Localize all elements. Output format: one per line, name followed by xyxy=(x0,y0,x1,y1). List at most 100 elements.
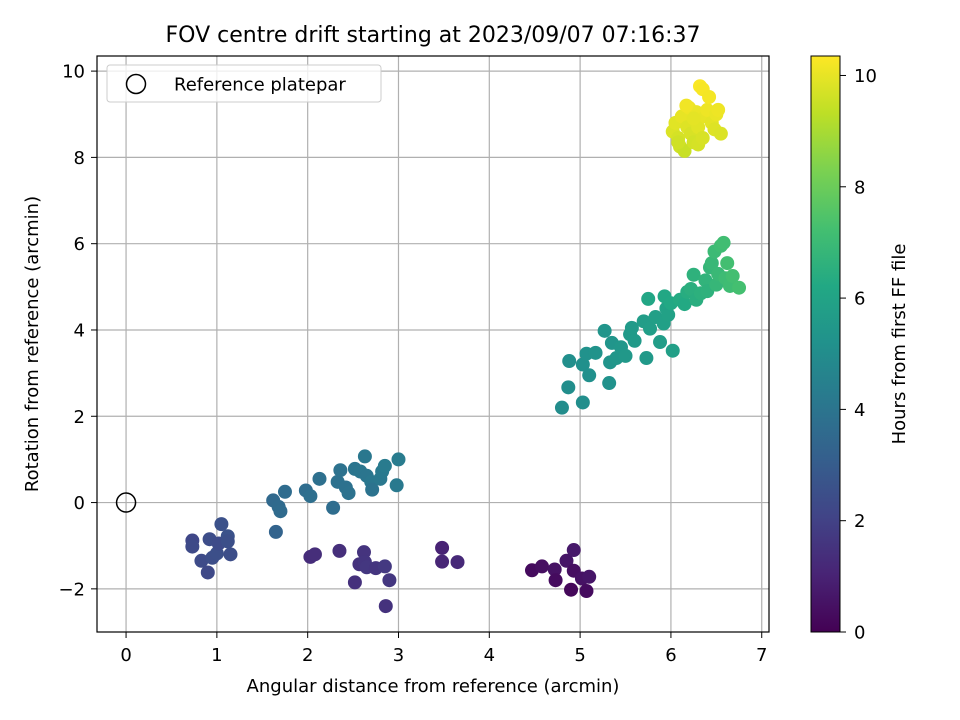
data-point xyxy=(341,486,356,501)
data-point xyxy=(559,553,574,568)
data-point xyxy=(548,573,563,588)
colorbar-ticks: 0 2 4 6 8 10 xyxy=(840,66,877,644)
data-point xyxy=(677,297,692,312)
plot-frame xyxy=(96,55,770,633)
data-point xyxy=(389,478,404,493)
data-point xyxy=(602,376,617,391)
data-point xyxy=(223,547,238,562)
data-point xyxy=(333,463,348,478)
data-point xyxy=(391,452,406,467)
data-point xyxy=(698,273,713,288)
data-point xyxy=(377,559,392,574)
colorbar-tick-label: 6 xyxy=(854,289,865,310)
data-point xyxy=(303,489,318,504)
data-point xyxy=(713,126,728,141)
data-point xyxy=(534,559,549,574)
data-point xyxy=(627,333,642,348)
data-point xyxy=(686,267,701,282)
data-point xyxy=(564,582,579,597)
y-tick-label: 0 xyxy=(74,493,85,514)
data-point xyxy=(382,573,397,588)
data-point xyxy=(312,471,327,486)
data-point xyxy=(214,517,229,532)
legend-marker xyxy=(125,73,147,95)
data-point xyxy=(720,256,735,271)
data-point xyxy=(671,135,686,150)
reference-point-marker xyxy=(115,492,137,513)
colorbar-tick-label: 4 xyxy=(854,400,865,421)
x-tick-label: 6 xyxy=(665,645,676,666)
x-tick-label: 0 xyxy=(120,645,131,666)
chart-title: FOV centre drift starting at 2023/09/07 … xyxy=(166,23,701,48)
data-point xyxy=(562,354,577,369)
grid xyxy=(97,56,769,632)
data-point xyxy=(378,599,393,614)
legend-box xyxy=(106,64,382,103)
data-point xyxy=(665,343,680,358)
data-point xyxy=(200,565,215,580)
data-point xyxy=(561,380,576,395)
legend: Reference platepar xyxy=(106,64,382,103)
data-point xyxy=(695,130,710,145)
x-tick-label: 5 xyxy=(574,645,585,666)
data-point xyxy=(220,534,235,549)
x-tick-label: 1 xyxy=(211,645,222,666)
data-point xyxy=(277,484,292,499)
data-point xyxy=(365,482,380,497)
data-point xyxy=(575,395,590,410)
x-tick-label: 2 xyxy=(302,645,313,666)
colorbar-tick-label: 10 xyxy=(854,66,877,87)
data-point xyxy=(450,555,465,570)
data-point xyxy=(566,543,581,558)
x-tick-label: 7 xyxy=(756,645,767,666)
data-point xyxy=(579,584,594,599)
data-point xyxy=(597,323,612,338)
data-point xyxy=(377,458,392,473)
data-point xyxy=(653,335,668,350)
data-point xyxy=(641,291,656,306)
data-point xyxy=(194,553,209,568)
y-tick-label: 2 xyxy=(74,407,85,428)
data-points xyxy=(185,79,747,614)
legend-label: Reference platepar xyxy=(174,75,346,96)
x-tick-label: 4 xyxy=(484,645,495,666)
data-point xyxy=(704,256,719,271)
data-point xyxy=(326,500,341,515)
colorbar: 0 2 4 6 8 10 Hours from first FF file xyxy=(810,55,910,644)
data-point xyxy=(347,575,362,590)
data-point xyxy=(716,235,731,250)
colorbar-tick-label: 8 xyxy=(854,177,865,198)
data-point xyxy=(702,89,717,104)
reference-marker-layer xyxy=(115,492,137,513)
data-point xyxy=(711,102,726,117)
data-point xyxy=(575,357,590,372)
y-tick-label: 10 xyxy=(62,62,85,83)
data-point xyxy=(732,280,747,295)
colorbar-tick-label: 2 xyxy=(854,511,865,532)
colorbar-label: Hours from first FF file xyxy=(889,244,910,445)
y-axis-label: Rotation from reference (arcmin) xyxy=(22,196,43,492)
data-point xyxy=(643,321,658,336)
data-point xyxy=(639,351,654,366)
y-tick-label: 8 xyxy=(74,148,85,169)
colorbar-tick-label: 0 xyxy=(854,623,865,644)
data-point xyxy=(357,449,372,464)
data-point xyxy=(588,345,603,360)
data-point xyxy=(686,111,701,126)
data-point xyxy=(582,368,597,383)
data-point xyxy=(307,547,322,562)
x-axis-ticks: 0 1 2 3 4 5 6 7 xyxy=(120,632,767,666)
data-point xyxy=(679,98,694,113)
data-point xyxy=(435,540,450,555)
data-point xyxy=(554,400,569,415)
data-point xyxy=(185,539,200,554)
data-point xyxy=(547,562,562,577)
y-axis-ticks: −2 0 2 4 6 8 10 xyxy=(58,62,97,600)
y-tick-label: 6 xyxy=(74,234,85,255)
colorbar-gradient xyxy=(810,55,841,633)
data-point xyxy=(582,569,597,584)
data-point xyxy=(661,307,676,322)
x-axis-label: Angular distance from reference (arcmin) xyxy=(247,676,620,697)
